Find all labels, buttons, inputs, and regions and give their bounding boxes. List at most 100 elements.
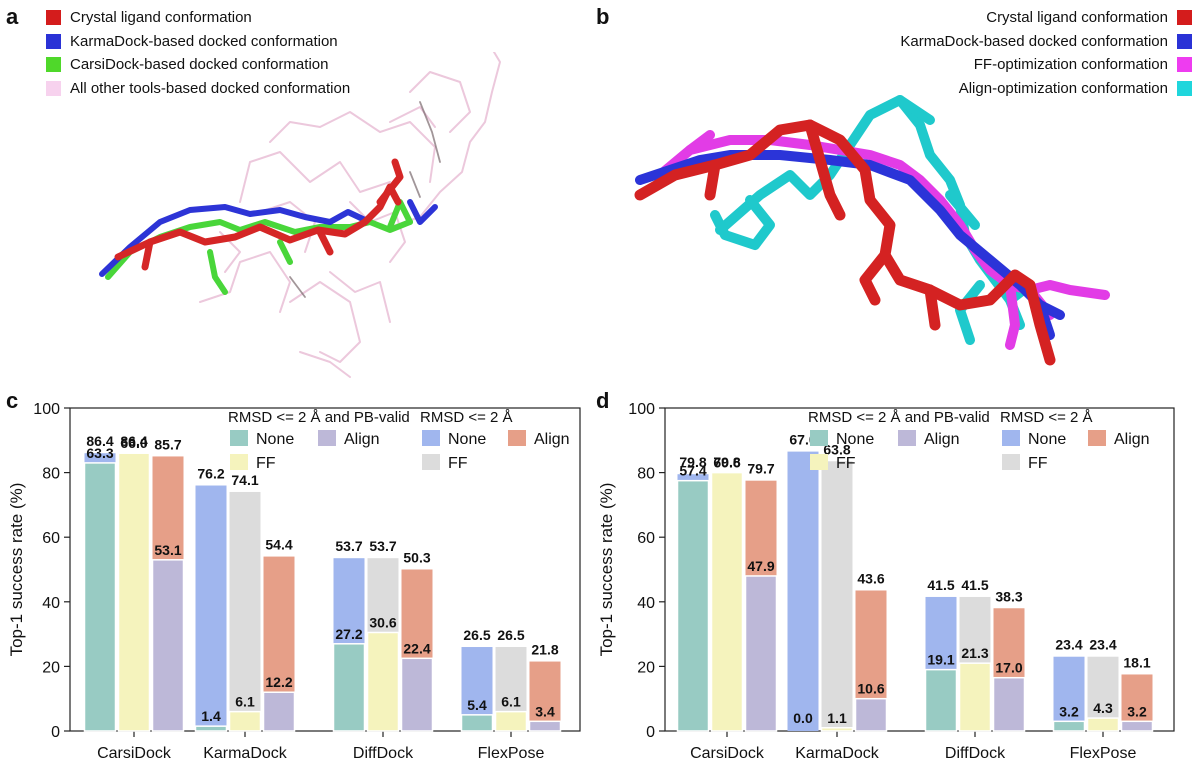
y-tick-label: 100: [628, 401, 655, 418]
legend-b-label: Align-optimization conformation: [958, 79, 1168, 97]
y-tick-label: 80: [42, 466, 60, 483]
data-label-rmsd: 76.2: [197, 466, 224, 482]
data-label-pb-valid: 66.0: [120, 435, 147, 451]
legend-b-item: KarmaDock-based docked conformation: [900, 30, 1192, 54]
data-label-pb-valid: 10.6: [857, 681, 884, 697]
data-label-pb-valid: 3.2: [1059, 703, 1079, 719]
data-label-pb-valid: 30.6: [369, 614, 396, 630]
legend-swatch: [1002, 454, 1020, 470]
bar-pb-valid: [528, 720, 562, 732]
bar-pb-valid: [992, 676, 1026, 732]
y-tick-label: 60: [42, 530, 60, 547]
data-label-pb-valid: 47.9: [747, 558, 774, 574]
data-label-rmsd: 26.5: [497, 627, 524, 643]
legend-a-item: KarmaDock-based docked conformation: [46, 30, 350, 54]
plot-frame-c: [69, 407, 581, 732]
data-label-rmsd: 38.3: [995, 588, 1022, 604]
x-tick-label: KarmaDock: [203, 745, 288, 762]
legend-swatch: [810, 454, 828, 470]
legend-label: Align: [1114, 431, 1150, 448]
legend-a-swatch: [46, 10, 61, 26]
bar-rmsd: [195, 485, 227, 731]
x-tick-label: KarmaDock: [795, 745, 880, 762]
bar-pb-valid: [924, 668, 958, 732]
data-label-rmsd: 23.4: [1055, 637, 1082, 653]
panel-d-letter: d: [596, 388, 610, 413]
legend-b-swatch: [1177, 10, 1192, 26]
legend-swatch: [230, 454, 248, 470]
y-axis-label: Top-1 success rate (%): [597, 483, 616, 657]
bar-pb-valid: [854, 697, 888, 732]
data-label-pb-valid: 60.6: [713, 455, 740, 471]
data-label-pb-valid: 1.1: [827, 710, 847, 726]
legend-label: None: [836, 431, 874, 448]
x-tick-label: FlexPose: [478, 745, 545, 762]
data-label-rmsd: 79.8: [679, 454, 706, 470]
data-label-rmsd: 79.8: [713, 454, 740, 470]
bar-pb-valid: [262, 691, 296, 732]
data-label-pb-valid: 27.2: [335, 626, 362, 642]
legend-a-label: CarsiDock-based docked conformation: [70, 56, 329, 74]
legend-swatch: [810, 430, 828, 446]
data-label-pb-valid: 21.3: [961, 645, 988, 661]
bar-rmsd: [229, 491, 261, 731]
bar-chart-c: 0 20 40 60 80 100 Top-1 success rate (%) CarsiD…: [7, 401, 581, 762]
bar-rmsd: [1053, 656, 1085, 731]
data-label-pb-valid: 3.2: [1127, 703, 1147, 719]
data-label-rmsd: 85.7: [154, 436, 181, 452]
y-tick-label: 0: [51, 724, 60, 741]
legend-group-title: RMSD <= 2 Å and PB-valid: [808, 409, 990, 426]
data-label-pb-valid: 57.4: [679, 463, 706, 479]
legend-label: FF: [1028, 455, 1048, 472]
legend-b-item: FF-optimization conformation: [900, 53, 1192, 77]
data-label-rmsd: 63.8: [823, 441, 850, 457]
bar-pb-valid: [366, 631, 400, 732]
plot-frame-d: [664, 407, 1175, 732]
legend-group-title: RMSD <= 2 Å: [420, 409, 513, 426]
data-label-rmsd: 54.4: [265, 537, 292, 553]
bar-chart-d: 0 20 40 60 80 100 Top-1 success rate (%) CarsiD…: [597, 401, 1175, 762]
legend-label: FF: [256, 455, 276, 472]
bar-rmsd: [529, 661, 561, 731]
legend-swatch: [1088, 430, 1106, 446]
legend-group-title: RMSD <= 2 Å and PB-valid: [228, 409, 410, 426]
ligand-overlay-image-a: [99, 52, 501, 378]
data-label-pb-valid: 0.0: [793, 710, 813, 726]
legend-swatch: [422, 454, 440, 470]
data-label-rmsd: 18.1: [1123, 654, 1150, 670]
panel-b-letter: b: [596, 4, 610, 29]
y-tick-label: 20: [42, 659, 60, 676]
data-label-rmsd: 53.7: [369, 538, 396, 554]
data-label-pb-valid: 5.4: [467, 697, 487, 713]
legend-b-label: KarmaDock-based docked conformation: [900, 32, 1168, 50]
data-label-rmsd: 41.5: [927, 577, 954, 593]
legend-label: Align: [534, 431, 570, 448]
data-label-rmsd: 86.4: [120, 433, 147, 449]
data-label-rmsd: 21.8: [531, 642, 558, 658]
legend-a-swatch: [46, 57, 61, 73]
legend-b-swatch: [1177, 57, 1192, 73]
data-label-rmsd: 74.1: [231, 472, 258, 488]
legend-b: Crystal ligand conformation KarmaDock-ba…: [900, 6, 1192, 100]
legend-a-label: KarmaDock-based docked conformation: [70, 32, 338, 50]
bar-pb-valid: [820, 727, 854, 732]
legend-swatch: [422, 430, 440, 446]
x-tick-label: CarsiDock: [97, 745, 172, 762]
bar-pb-valid: [117, 452, 151, 732]
bar-pb-valid: [460, 714, 494, 732]
bar-pb-valid: [958, 662, 992, 732]
data-label-rmsd: 26.5: [463, 627, 490, 643]
data-label-pb-valid: 22.4: [403, 640, 430, 656]
panel-a-letter: a: [6, 4, 19, 29]
data-label-pb-valid: 17.0: [995, 660, 1022, 676]
bar-pb-valid: [151, 559, 185, 732]
legend-label: None: [1028, 431, 1066, 448]
legend-b-swatch: [1177, 33, 1192, 49]
x-tick-label: DiffDock: [353, 745, 414, 762]
legend-a-label: Crystal ligand conformation: [70, 9, 252, 27]
y-tick-label: 60: [637, 530, 655, 547]
y-tick-label: 0: [646, 724, 655, 741]
data-label-pb-valid: 63.3: [86, 445, 113, 461]
legend-a-label: All other tools-based docked conformatio…: [70, 79, 351, 97]
legend-b-swatch: [1177, 80, 1192, 96]
